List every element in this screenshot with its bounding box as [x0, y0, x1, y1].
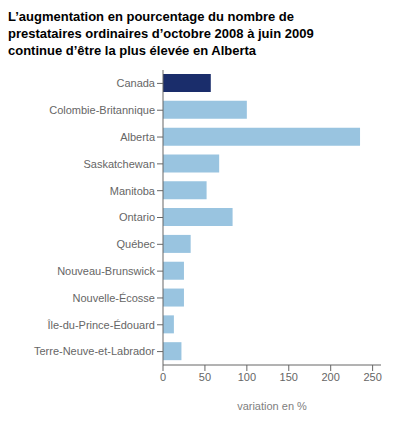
- svg-text:Alberta: Alberta: [120, 131, 156, 143]
- html-text:continue d’être la plus élevée: continue d’être la plus élevée en Albert…: [8, 43, 256, 58]
- svg-text:Ontario: Ontario: [119, 211, 155, 223]
- svg-text:0: 0: [160, 371, 166, 383]
- svg-text:Canada: Canada: [116, 77, 155, 89]
- svg-text:Colombie-Britannique: Colombie-Britannique: [49, 104, 155, 116]
- svg-text:Terre-Neuve-et-Labrador: Terre-Neuve-et-Labrador: [34, 345, 155, 357]
- svg-text:Nouvelle-Écosse: Nouvelle-Écosse: [72, 292, 155, 304]
- svg-text:150: 150: [280, 371, 298, 383]
- svg-text:Île-du-Prince-Édouard: Île-du-Prince-Édouard: [46, 319, 155, 331]
- svg-text:Québec: Québec: [116, 238, 155, 250]
- svg-text:50: 50: [199, 371, 211, 383]
- html-text:prestataires ordinaires d’octo: prestataires ordinaires d’octobre 2008 à…: [8, 26, 314, 41]
- svg-text:Nouveau-Brunswick: Nouveau-Brunswick: [57, 265, 155, 277]
- svg-text:Manitoba: Manitoba: [110, 185, 156, 197]
- svg-text:variation en %: variation en %: [237, 400, 307, 412]
- svg-text:200: 200: [322, 371, 340, 383]
- svg-text:Saskatchewan: Saskatchewan: [83, 158, 155, 170]
- html-text:L’augmentation en pourcentage: L’augmentation en pourcentage du nombre …: [8, 9, 294, 24]
- svg-text:250: 250: [363, 371, 381, 383]
- svg-text:100: 100: [238, 371, 256, 383]
